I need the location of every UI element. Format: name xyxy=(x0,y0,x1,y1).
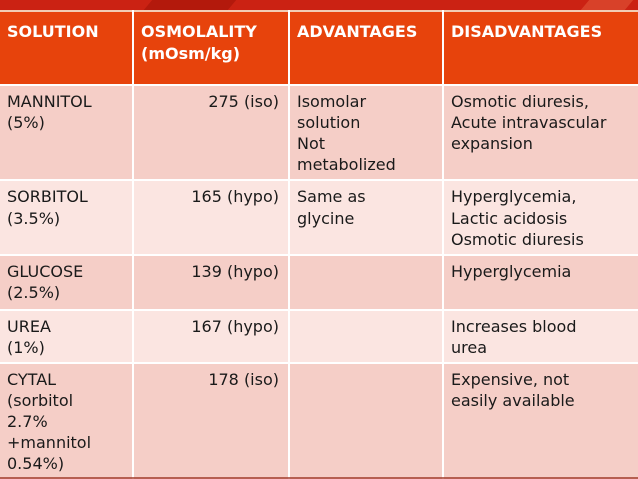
cell-advantages xyxy=(289,254,444,311)
cell-solution: MANNITOL (5%) xyxy=(0,85,134,182)
cell-osmolality: 165 (hypo) xyxy=(133,180,290,256)
top-decoration-strip xyxy=(0,0,638,10)
header-cell-disadvantages: DISADVANTAGES xyxy=(443,10,638,86)
cell-advantages xyxy=(289,362,444,479)
header-cell-solution: SOLUTION xyxy=(0,10,134,86)
top-strip-dark-accent xyxy=(143,0,237,10)
table-header-row: SOLUTION OSMOLALITY (mOsm/kg) ADVANTAGES… xyxy=(0,10,638,86)
table-row-glucose: GLUCOSE (2.5%) 139 (hypo) Hyperglycemia xyxy=(0,254,638,311)
irrigation-solutions-table: SOLUTION OSMOLALITY (mOsm/kg) ADVANTAGES… xyxy=(0,10,638,479)
cell-solution: SORBITOL (3.5%) xyxy=(0,180,134,256)
header-cell-osmolality: OSMOLALITY (mOsm/kg) xyxy=(133,10,290,86)
top-strip-light-accent xyxy=(580,0,634,10)
cell-disadvantages: Osmotic diuresis, Acute intravascular ex… xyxy=(443,85,638,182)
cell-osmolality: 178 (iso) xyxy=(133,362,290,479)
cell-solution: GLUCOSE (2.5%) xyxy=(0,254,134,311)
table-row-urea: UREA (1%) 167 (hypo) Increases blood ure… xyxy=(0,309,638,364)
cell-osmolality: 275 (iso) xyxy=(133,85,290,182)
cell-osmolality: 139 (hypo) xyxy=(133,254,290,311)
cell-disadvantages: Increases blood urea xyxy=(443,309,638,364)
cell-solution: CYTAL (sorbitol 2.7% +mannitol 0.54%) xyxy=(0,362,134,479)
cell-disadvantages: Hyperglycemia, Lactic acidosis Osmotic d… xyxy=(443,180,638,256)
cell-solution: UREA (1%) xyxy=(0,309,134,364)
bottom-edge-line xyxy=(0,477,638,479)
cell-osmolality: 167 (hypo) xyxy=(133,309,290,364)
cell-advantages: Same as glycine xyxy=(289,180,444,256)
cell-advantages: Isomolar solution Not metabolized xyxy=(289,85,444,182)
header-cell-advantages: ADVANTAGES xyxy=(289,10,444,86)
cell-advantages xyxy=(289,309,444,364)
table-row-mannitol: MANNITOL (5%) 275 (iso) Isomolar solutio… xyxy=(0,85,638,182)
table-row-sorbitol: SORBITOL (3.5%) 165 (hypo) Same as glyci… xyxy=(0,180,638,256)
table-row-cytal: CYTAL (sorbitol 2.7% +mannitol 0.54%) 17… xyxy=(0,362,638,479)
cell-disadvantages: Hyperglycemia xyxy=(443,254,638,311)
cell-disadvantages: Expensive, not easily available xyxy=(443,362,638,479)
